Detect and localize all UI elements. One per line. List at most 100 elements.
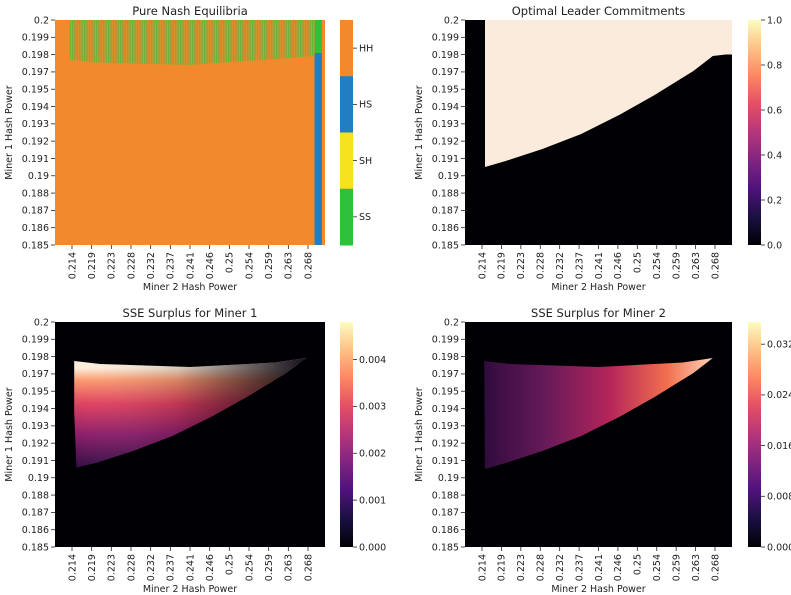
panel-0-xlabel: Miner 2 Hash Power [143, 282, 237, 293]
panel-2-xlabel: Miner 2 Hash Power [143, 584, 237, 595]
x-tick-label: 0.263 [691, 252, 702, 279]
colorbar-label-ss: SS [359, 212, 371, 223]
y-tick-label: 0.197 [432, 67, 459, 78]
colorbar-segment-hs [340, 76, 353, 133]
panel-1-axes: Optimal Leader Commitments 0.2 0.199 0.198 0… [414, 4, 721, 293]
x-tick-label: 0.25 [633, 554, 644, 575]
panel-3-axes: SSE Surplus for Miner 2 0.2 0.199 0.198 0.19… [414, 306, 721, 595]
region-ss [314, 20, 322, 53]
colorbar-tick-label: 0.000 [359, 542, 386, 553]
y-tick-label: 0.193 [432, 119, 459, 130]
x-tick-label: 0.241 [185, 252, 196, 279]
x-tick-label: 0.246 [613, 554, 624, 581]
x-tick-label: 0.237 [166, 252, 177, 279]
x-tick-label: 0.263 [284, 554, 295, 581]
colorbar-tick-label: 0.000 [767, 542, 791, 553]
colorbar-tick-label: 0.002 [359, 449, 386, 460]
x-tick-label: 0.246 [205, 554, 216, 581]
x-tick-label: 0.237 [574, 252, 585, 279]
x-tick-label: 0.223 [516, 554, 527, 581]
y-tick-label: 0.187 [432, 508, 459, 519]
x-tick-label: 0.237 [574, 554, 585, 581]
x-tick-label: 0.219 [497, 252, 508, 279]
x-tick-label: 0.254 [244, 554, 255, 581]
y-tick-label: 0.2 [34, 317, 49, 328]
colorbar-tick-label: 0.024 [767, 390, 791, 401]
y-tick-label: 0.198 [22, 50, 49, 61]
surplus-miner1-heatmap [55, 322, 325, 547]
commitments-heatmap [465, 20, 732, 245]
x-tick-label: 0.254 [244, 252, 255, 279]
y-tick-label: 0.2 [444, 15, 459, 26]
y-tick-label: 0.188 [22, 490, 49, 501]
x-tick-label: 0.232 [146, 252, 157, 279]
y-tick-label: 0.191 [22, 456, 49, 467]
y-tick-label: 0.188 [432, 188, 459, 199]
surplus-fade-overlay [74, 358, 306, 468]
colorbar-tick-label: 0.003 [359, 402, 386, 413]
x-tick-label: 0.228 [536, 252, 547, 279]
x-tick-label: 0.259 [671, 554, 682, 581]
x-tick-label: 0.214 [67, 252, 78, 279]
colorbar-segment-ss [340, 188, 353, 246]
panel-3-colorbar: 0.000 0.008 0.016 0.024 0.032 [748, 322, 791, 553]
colorbar-tick-label: 0.001 [359, 495, 386, 506]
region-value-1 [485, 20, 732, 167]
x-tick-label: 0.237 [166, 554, 177, 581]
y-tick-label: 0.191 [22, 154, 49, 165]
y-tick-label: 0.185 [22, 240, 49, 251]
y-tick-label: 0.193 [22, 119, 49, 130]
colorbar-segment-hh [340, 20, 353, 77]
y-tick-label: 0.192 [22, 438, 49, 449]
y-tick-label: 0.198 [432, 50, 459, 61]
x-tick-label: 0.232 [146, 554, 157, 581]
colorbar-gradient [748, 322, 761, 547]
y-tick-label: 0.199 [22, 335, 49, 346]
y-tick-label: 0.195 [432, 85, 459, 96]
y-tick-label: 0.191 [432, 154, 459, 165]
x-tick-label: 0.214 [477, 252, 488, 279]
x-tick-label: 0.246 [205, 252, 216, 279]
x-tick-label: 0.232 [555, 554, 566, 581]
x-tick-label: 0.241 [594, 554, 605, 581]
panel-1-ylabel: Miner 1 Hash Power [414, 85, 425, 179]
y-tick-label: 0.197 [22, 369, 49, 380]
y-tick-label: 0.195 [22, 85, 49, 96]
x-tick-label: 0.263 [691, 554, 702, 581]
panel-2-title: SSE Surplus for Miner 1 [123, 306, 258, 320]
y-tick-label: 0.192 [22, 136, 49, 147]
x-tick-label: 0.259 [671, 252, 682, 279]
y-tick-label: 0.19 [438, 171, 459, 182]
panel-3-ylabel: Miner 1 Hash Power [414, 387, 425, 481]
x-tick-label: 0.259 [264, 252, 275, 279]
panel-2-colorbar: 0.000 0.001 0.002 0.003 0.004 [340, 322, 386, 553]
y-tick-label: 0.199 [432, 33, 459, 44]
y-tick-label: 0.187 [432, 206, 459, 217]
colorbar-segment-sh [340, 132, 353, 190]
colorbar-gradient [340, 322, 353, 547]
x-tick-label: 0.259 [264, 554, 275, 581]
surplus-miner2-heatmap [465, 322, 732, 547]
y-tick-label: 0.195 [22, 387, 49, 398]
x-tick-label: 0.246 [613, 252, 624, 279]
x-tick-label: 0.268 [303, 554, 314, 581]
colorbar-label-hh: HH [359, 43, 373, 54]
y-tick-label: 0.186 [22, 525, 49, 536]
x-tick-label: 0.219 [497, 554, 508, 581]
colorbar-tick-label: 0.008 [767, 492, 791, 503]
x-tick-label: 0.254 [652, 252, 663, 279]
y-tick-label: 0.185 [432, 240, 459, 251]
colorbar-tick-label: 1.0 [767, 15, 782, 26]
x-tick-label: 0.268 [303, 252, 314, 279]
y-tick-label: 0.186 [432, 223, 459, 234]
y-tick-label: 0.192 [432, 438, 459, 449]
y-tick-label: 0.2 [34, 15, 49, 26]
y-tick-label: 0.188 [432, 490, 459, 501]
y-tick-label: 0.185 [22, 542, 49, 553]
y-tick-label: 0.194 [22, 102, 49, 113]
x-tick-label: 0.241 [594, 252, 605, 279]
x-tick-label: 0.228 [126, 554, 137, 581]
panel-3-xlabel: Miner 2 Hash Power [551, 584, 645, 595]
x-tick-label: 0.268 [710, 252, 721, 279]
